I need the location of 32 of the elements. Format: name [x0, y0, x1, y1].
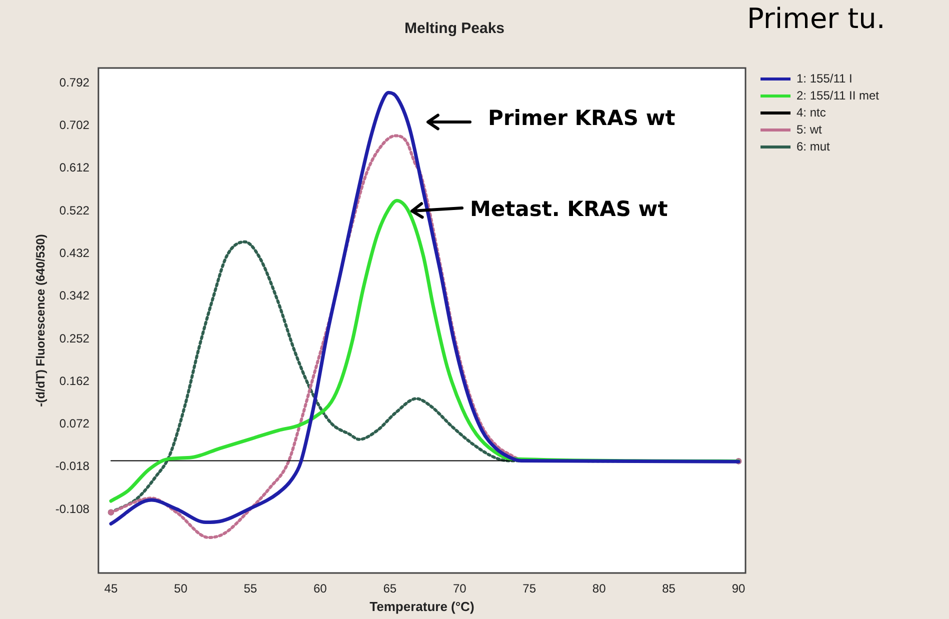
chart-title: Melting Peaks	[404, 20, 505, 38]
legend-label: 1: 155/11 I	[796, 71, 852, 86]
y-axis-title: -(d/dT) Fluorescence (640/530)	[34, 234, 48, 407]
text: Primer tu.	[747, 2, 886, 35]
x-tick-label: 80	[592, 582, 606, 596]
y-tick-label: 0.612	[59, 160, 90, 175]
x-tick-label: 75	[522, 582, 536, 596]
y-tick-label: 0.072	[59, 416, 90, 431]
legend-label: 2: 155/11 II met	[796, 88, 880, 102]
legend-label: 4: ntc	[796, 105, 826, 120]
x-tick-label: 65	[383, 582, 397, 596]
x-axis-title: Temperature (°C)	[370, 598, 474, 614]
legend-label: 5: wt	[796, 122, 823, 136]
x-tick-label: 50	[174, 582, 188, 596]
x-tick-label: 45	[104, 582, 118, 596]
y-tick-label: 0.342	[59, 288, 90, 303]
x-tick-label: 60	[313, 582, 328, 596]
y-tick-label: 0.252	[59, 331, 90, 346]
x-tick-label: 55	[244, 582, 258, 596]
y-tick-label: 0.162	[59, 374, 90, 388]
y-tick-label: 0.792	[59, 75, 90, 90]
y-tick-label: -0.018	[55, 459, 90, 474]
x-tick-label: 70	[452, 582, 467, 596]
x-tick-label: 85	[662, 582, 676, 596]
legend-label: 6: mut	[796, 139, 831, 154]
y-tick-label: -0.108	[55, 502, 90, 516]
y-tick-label: 0.702	[59, 118, 90, 132]
y-tick-label: 0.522	[59, 203, 90, 218]
y-tick-label: 0.432	[59, 246, 90, 260]
x-tick-label: 90	[732, 582, 746, 596]
annotation: Primer KRAS wt	[488, 106, 676, 130]
annotation: Metast. KRAS wt	[470, 197, 668, 221]
